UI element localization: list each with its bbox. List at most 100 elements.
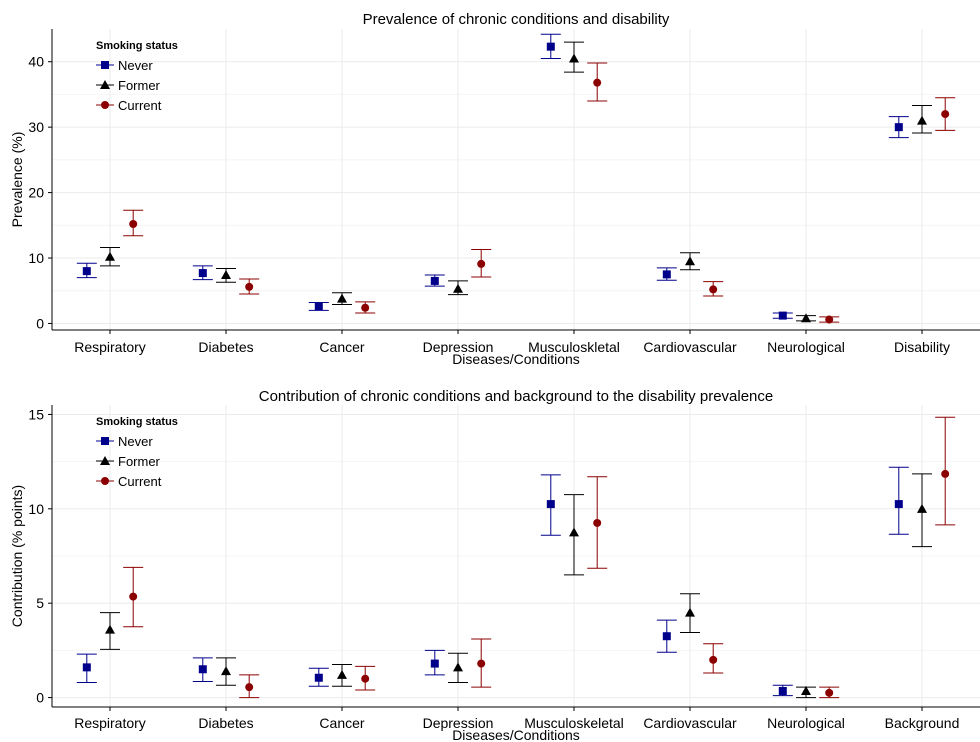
data-point	[546, 42, 555, 51]
y-axis-label: Contribution (% points)	[9, 485, 25, 627]
x-tick-label: Cardiovascular	[643, 715, 737, 731]
x-tick-label: Neurological	[767, 715, 845, 731]
chart-title: Prevalence of chronic conditions and dis…	[363, 11, 670, 28]
series-never	[76, 466, 909, 697]
x-tick-label: Disability	[894, 339, 950, 355]
series-former	[100, 473, 932, 699]
y-tick-label: 40	[28, 54, 44, 70]
legend-label: Former	[118, 454, 161, 469]
data-point	[662, 632, 671, 641]
data-point	[941, 469, 950, 478]
data-point	[778, 686, 787, 695]
data-point	[453, 662, 463, 672]
data-point	[941, 110, 950, 119]
y-tick-label: 10	[28, 501, 44, 517]
data-point	[709, 655, 718, 664]
y-tick-label: 0	[36, 315, 44, 331]
series-current	[123, 62, 956, 324]
data-point	[825, 688, 834, 697]
data-point	[917, 503, 927, 513]
y-tick-label: 30	[28, 119, 44, 135]
legend: Smoking status Never Former Current	[96, 40, 178, 113]
data-point	[245, 282, 254, 291]
series-former	[100, 41, 932, 323]
data-point	[477, 259, 486, 268]
data-point	[778, 311, 787, 320]
data-point	[801, 685, 811, 695]
data-point	[894, 123, 903, 132]
data-point	[894, 500, 903, 509]
data-point	[129, 219, 138, 228]
data-point	[569, 53, 579, 63]
x-axis-label: Diseases/Conditions	[452, 727, 580, 742]
legend-key-marker	[101, 437, 109, 445]
x-tick-label: Respiratory	[74, 715, 146, 731]
x-tick-label: Neurological	[767, 339, 845, 355]
data-point	[361, 303, 370, 312]
data-point	[361, 674, 370, 683]
data-point	[198, 269, 207, 278]
data-point	[477, 659, 486, 668]
chart-panel-1: 0 10 20 30 40 Respiratory Diabetes Cancer Depres…	[9, 11, 980, 367]
legend-label: Never	[118, 58, 153, 73]
data-point	[453, 283, 463, 293]
data-point	[825, 315, 834, 324]
legend: Smoking status Never Former Current	[96, 416, 178, 489]
legend-key-marker	[101, 101, 109, 109]
series-never	[76, 33, 909, 320]
legend-key-marker	[100, 456, 110, 465]
data-point	[593, 78, 602, 87]
legend-title: Smoking status	[96, 40, 178, 52]
x-tick-label: Depression	[423, 339, 494, 355]
y-tick-label: 20	[28, 185, 44, 201]
data-point	[198, 665, 207, 674]
y-tick-label: 5	[36, 595, 44, 611]
legend-label: Current	[118, 98, 162, 113]
x-tick-label: Respiratory	[74, 339, 146, 355]
legend-title: Smoking status	[96, 416, 178, 428]
data-point	[430, 276, 439, 285]
data-point	[82, 663, 91, 672]
data-point	[430, 659, 439, 668]
data-point	[709, 285, 718, 294]
chart-panel-2: 0 5 10 15 Respiratory Diabetes Cancer Depressio…	[9, 388, 980, 742]
data-point	[662, 270, 671, 279]
data-point	[221, 666, 231, 676]
data-point	[337, 669, 347, 679]
data-point	[685, 256, 695, 266]
data-point	[593, 518, 602, 527]
data-point	[82, 267, 91, 276]
x-tick-label: Diabetes	[198, 715, 253, 731]
data-point	[314, 673, 323, 682]
x-tick-label: Diabetes	[198, 339, 253, 355]
data-point	[129, 592, 138, 601]
data-point	[801, 313, 811, 323]
legend-key-marker	[101, 61, 109, 69]
x-axis-label: Diseases/Conditions	[452, 351, 580, 367]
plot-area	[52, 29, 980, 330]
chart-title: Contribution of chronic conditions and b…	[259, 388, 773, 405]
data-point	[314, 302, 323, 311]
x-tick-label: Musculoskeletal	[524, 715, 624, 731]
x-tick-label: Cancer	[319, 339, 364, 355]
x-tick-label: Cardiovascular	[643, 339, 737, 355]
data-point	[105, 251, 115, 261]
data-point	[685, 607, 695, 617]
legend-label: Never	[118, 434, 153, 449]
data-point	[105, 624, 115, 634]
data-point	[337, 293, 347, 303]
legend-key-marker	[101, 477, 109, 485]
data-point	[221, 270, 231, 280]
x-tick-label: Depression	[423, 715, 494, 731]
data-point	[546, 500, 555, 509]
x-tick-label: Cancer	[319, 715, 364, 731]
legend-label: Former	[118, 78, 161, 93]
legend-label: Current	[118, 474, 162, 489]
y-tick-label: 0	[36, 690, 44, 706]
y-axis-label: Prevalence (%)	[9, 132, 25, 228]
series-current	[123, 416, 956, 699]
data-point	[917, 115, 927, 125]
data-point	[245, 683, 254, 692]
